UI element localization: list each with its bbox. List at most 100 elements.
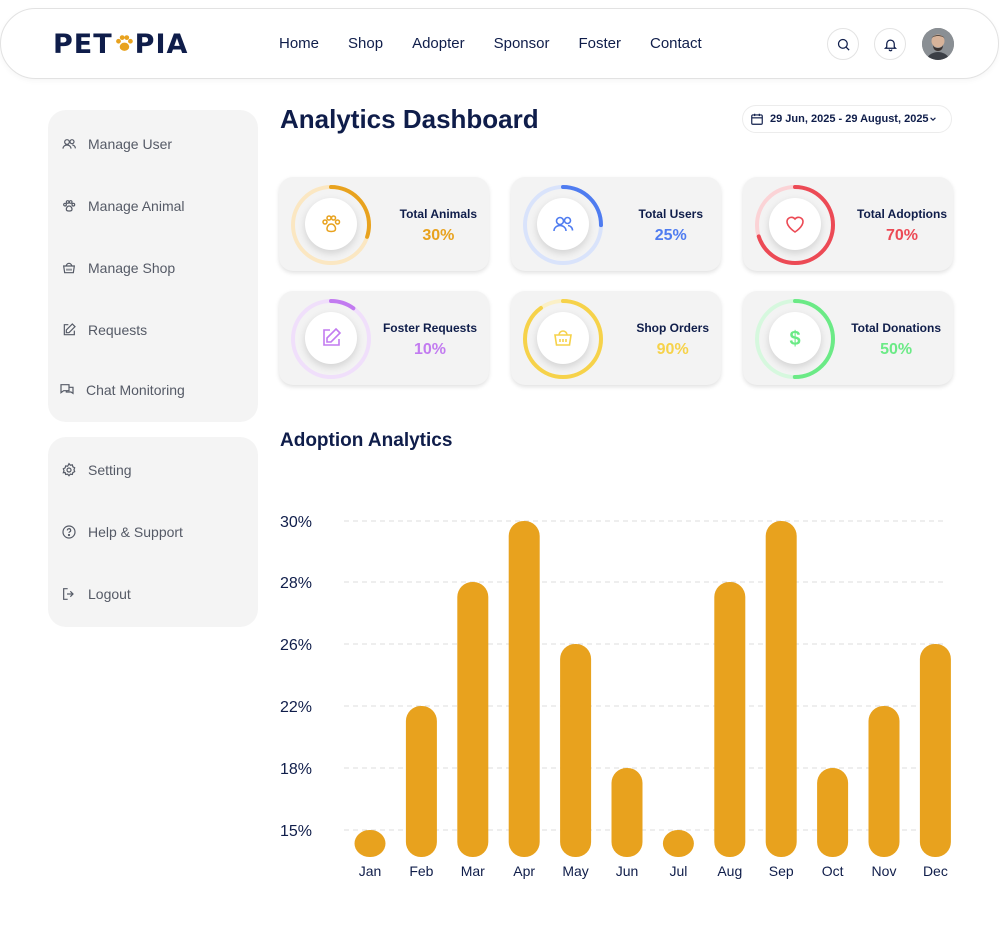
x-tick-label: Dec [923,863,948,879]
users-icon [553,216,574,232]
x-tick-label: Aug [717,863,742,879]
nav-adopter[interactable]: Adopter [412,35,465,52]
sidebar-item-manage-animal[interactable]: Manage Animal [61,198,185,214]
bar-mar[interactable] [457,582,489,857]
x-tick-label: Nov [872,863,897,879]
bar-feb[interactable] [405,706,437,857]
y-tick-label: 15% [280,823,312,840]
sidebar-item-help-support[interactable]: Help & Support [61,524,183,540]
x-tick-label: Apr [513,863,535,879]
x-tick-label: May [562,863,588,879]
help-icon [62,525,76,539]
sidebar-item-logout[interactable]: Logout [61,586,131,602]
stat-icon-badge [537,198,589,250]
sidebar-item-label: Logout [88,586,131,602]
sidebar-item-requests[interactable]: Requests [61,322,147,338]
search-icon [837,38,850,51]
nav-foster[interactable]: Foster [578,35,621,52]
stat-value: 90% [656,341,689,358]
x-tick-label: Jan [359,863,382,879]
bar-aug[interactable] [714,582,746,857]
nav-shop[interactable]: Shop [348,35,384,52]
bar-oct[interactable] [817,768,849,857]
sidebar-main-card: Manage User Manage Animal Manage Shop Re… [48,110,258,422]
logo-text-right: PIA [134,29,189,60]
nav-contact[interactable]: Contact [650,35,702,52]
gear-icon [62,462,76,477]
users-icon [62,139,76,149]
stat-icon-badge [769,198,821,250]
x-tick-label: Jul [669,863,687,879]
bar-may[interactable] [560,644,592,857]
bar-apr[interactable] [508,521,540,857]
sidebar-item-label: Manage User [88,136,173,152]
avatar[interactable] [922,28,954,60]
page-title: Analytics Dashboard [280,104,539,134]
bar-nov[interactable] [868,706,900,857]
progress-ring [755,299,835,379]
stat-value: 50% [880,341,913,358]
main-nav: Home Shop Adopter Sponsor Foster Contact [279,35,731,52]
bar-sep[interactable] [765,521,797,857]
basket-icon [554,330,572,346]
stat-value: 25% [654,227,687,244]
sidebar-item-label: Help & Support [88,524,183,540]
edit-icon [323,327,342,346]
sidebar-item-manage-user[interactable]: Manage User [61,136,172,152]
bar-jan[interactable] [354,830,386,857]
stat-card-shop-orders[interactable]: Shop Orders 90% [511,291,721,385]
stat-card-total-donations[interactable]: $ Total Donations 50% [743,291,953,385]
svg-text:$: $ [789,328,800,350]
progress-ring [523,299,603,379]
notifications-button[interactable] [874,28,906,60]
nav-sponsor[interactable]: Sponsor [493,35,550,52]
x-tick-label: Oct [822,863,844,879]
x-tick-label: Mar [461,863,485,879]
sidebar-item-manage-shop[interactable]: Manage Shop [61,260,175,276]
stat-value: 70% [885,227,919,244]
stat-icon-badge: $ [769,312,821,364]
paw-logo-icon [115,35,133,51]
logout-icon [63,588,74,600]
y-tick-label: 26% [280,637,312,654]
stat-value: 10% [413,341,446,358]
stat-label: Total Donations [851,321,941,335]
adoption-bar-chart: 15% 18% 22% 26% 28% 30% Jan Feb Mar Apr May Jun Jul A… [280,514,951,879]
stat-icon-badge [305,198,357,250]
paw-icon [63,200,76,212]
x-tick-label: Jun [616,863,639,879]
stat-card-total-animals[interactable]: Total Animals 30% [279,177,489,271]
adoption-chart: 15% 18% 22% 26% 28% 30% Jan Feb Mar Apr May Jun Jul A… [270,490,970,900]
progress-ring [523,185,603,265]
bar-jul[interactable] [662,830,694,857]
progress-ring [291,299,371,379]
sidebar-item-label: Setting [88,462,132,478]
nav-home[interactable]: Home [279,35,320,52]
x-tick-label: Sep [769,863,794,879]
search-button[interactable] [827,28,859,60]
stat-card-total-adoptions[interactable]: Total Adoptions 70% [743,177,953,271]
sidebar-item-setting[interactable]: Setting [61,462,132,478]
app-logo[interactable]: PET PIA [53,29,188,60]
y-tick-label: 22% [280,699,312,716]
bar-dec[interactable] [919,644,951,857]
stat-icon-badge [305,312,357,364]
date-range-picker[interactable]: 29 Jun, 2025 - 29 August, 2025 [742,105,952,133]
y-tick-label: 28% [280,575,312,592]
progress-ring [291,185,371,265]
user-photo-icon [922,28,954,60]
sidebar-item-chat-monitoring[interactable]: Chat Monitoring [59,382,185,398]
date-range-text: 29 Jun, 2025 - 29 August, 2025 [770,113,929,125]
bar-jun[interactable] [611,768,643,857]
logo-text-left: PET [53,29,113,60]
top-navbar: PET PIA Home Shop Adopter Sponsor Foster … [0,8,999,79]
stat-label: Shop Orders [636,321,709,335]
stat-icon-badge [537,312,589,364]
stat-card-foster-requests[interactable]: Foster Requests 10% [279,291,489,385]
chat-icon [60,384,74,395]
stat-label: Foster Requests [382,321,477,335]
stat-card-total-users[interactable]: Total Users 25% [511,177,721,271]
stat-label: Total Users [638,207,703,221]
stat-value: 30% [422,227,455,244]
calendar-icon [751,113,763,125]
